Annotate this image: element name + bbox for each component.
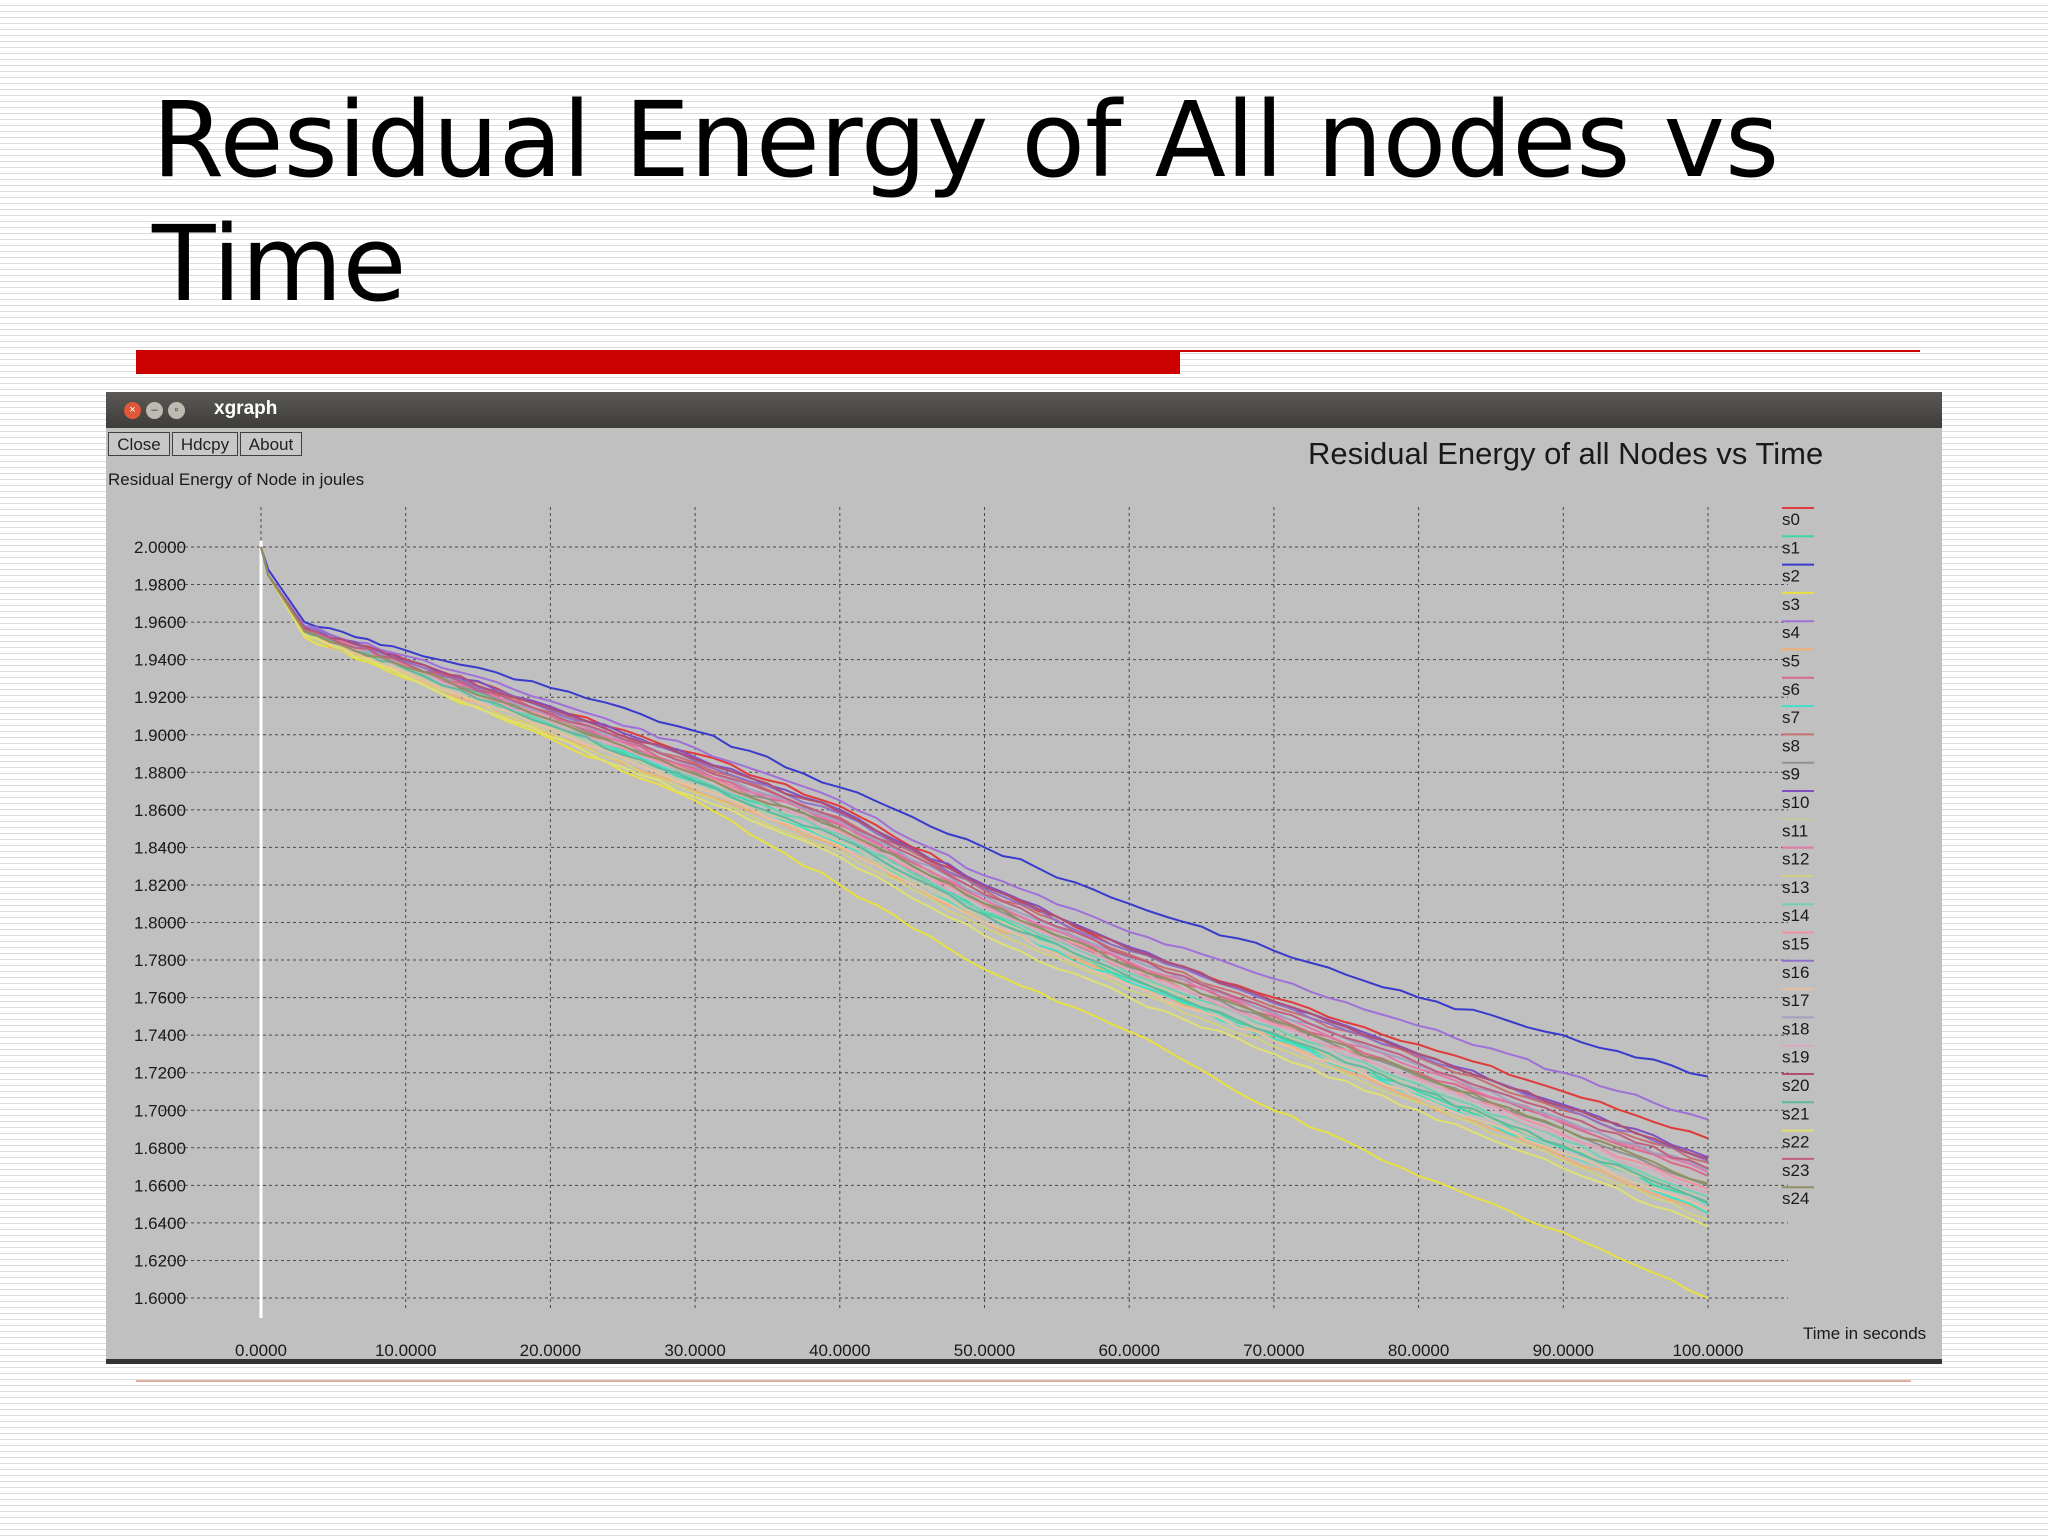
y-tick-label: 1.9600 xyxy=(134,613,186,632)
y-tick-label: 1.7600 xyxy=(134,989,186,1008)
legend-label-s3: s3 xyxy=(1782,595,1800,614)
legend-label-s18: s18 xyxy=(1782,1019,1809,1038)
x-tick-label: 100.0000 xyxy=(1673,1341,1744,1360)
y-tick-label: 1.6200 xyxy=(134,1251,186,1270)
y-tick-label: 1.6600 xyxy=(134,1176,186,1195)
slide-title: Residual Energy of All nodes vs Time xyxy=(152,79,1780,325)
close-icon[interactable]: × xyxy=(124,402,141,419)
legend-label-s14: s14 xyxy=(1782,906,1809,925)
legend-label-s11: s11 xyxy=(1782,821,1808,840)
series-line-s17 xyxy=(260,546,1709,1211)
chart-title: Residual Energy of all Nodes vs Time xyxy=(1308,436,1824,471)
series-line-s23 xyxy=(260,546,1709,1170)
legend-label-s13: s13 xyxy=(1782,878,1809,897)
y-tick-label: 1.8400 xyxy=(134,838,186,857)
series-line-s14 xyxy=(260,546,1709,1198)
legend-label-s16: s16 xyxy=(1782,963,1809,982)
maximize-icon[interactable]: ▫ xyxy=(168,402,185,419)
legend-label-s21: s21 xyxy=(1782,1104,1809,1123)
y-tick-label: 1.7200 xyxy=(134,1064,186,1083)
legend-label-s7: s7 xyxy=(1782,708,1800,727)
hardcopy-button[interactable]: Hdcpy xyxy=(172,432,238,456)
legend-label-s24: s24 xyxy=(1782,1189,1809,1208)
x-tick-label: 70.0000 xyxy=(1243,1341,1304,1360)
series-line-s4 xyxy=(260,546,1709,1121)
y-tick-label: 1.9000 xyxy=(134,726,186,745)
series-line-s13 xyxy=(260,546,1709,1221)
x-tick-label: 50.0000 xyxy=(954,1341,1015,1360)
minimize-icon[interactable]: – xyxy=(146,402,163,419)
legend-label-s12: s12 xyxy=(1782,850,1809,869)
series-line-s10 xyxy=(260,546,1709,1159)
close-button[interactable]: Close xyxy=(108,432,170,456)
series-line-s21 xyxy=(260,546,1709,1204)
bottom-rule xyxy=(136,1380,1911,1382)
y-tick-label: 1.9200 xyxy=(134,688,186,707)
about-button[interactable]: About xyxy=(240,432,302,456)
window-titlebar: × – ▫ xgraph xyxy=(106,392,1942,428)
plot-area: 2.0000 1.9800 1.9600 1.9400 1.9200 1.9000 1.88… xyxy=(134,507,1926,1360)
legend-label-s23: s23 xyxy=(1782,1161,1809,1180)
window-title: xgraph xyxy=(214,398,278,419)
y-tick-label: 1.6800 xyxy=(134,1139,186,1158)
legend-label-s5: s5 xyxy=(1782,652,1800,671)
y-tick-label: 1.8200 xyxy=(134,876,186,895)
legend-label-s19: s19 xyxy=(1782,1048,1809,1067)
y-tick-label: 1.7000 xyxy=(134,1101,186,1120)
legend-label-s4: s4 xyxy=(1782,623,1800,642)
series-line-s8 xyxy=(260,546,1709,1164)
legend-label-s8: s8 xyxy=(1782,736,1800,755)
title-underline-thin xyxy=(1180,350,1920,352)
x-tick-label: 60.0000 xyxy=(1098,1341,1159,1360)
x-tick-label: 90.0000 xyxy=(1533,1341,1594,1360)
legend-label-s2: s2 xyxy=(1782,567,1800,586)
x-tick-label: 10.0000 xyxy=(375,1341,436,1360)
y-tick-label: 1.6000 xyxy=(134,1289,186,1308)
series-line-s19 xyxy=(260,546,1709,1194)
x-tick-label: 30.0000 xyxy=(664,1341,725,1360)
y-tick-label: 2.0000 xyxy=(134,538,186,557)
x-tick-label: 0.0000 xyxy=(235,1341,287,1360)
legend-label-s1: s1 xyxy=(1782,538,1800,557)
y-tick-label: 1.9400 xyxy=(134,651,186,670)
x-tick-label: 80.0000 xyxy=(1388,1341,1449,1360)
y-tick-label: 1.8000 xyxy=(134,914,186,933)
window-bottom-border xyxy=(106,1359,1942,1364)
y-axis-label: Residual Energy of Node in joules xyxy=(108,470,365,489)
series-line-s2 xyxy=(260,546,1709,1078)
y-tick-label: 1.7400 xyxy=(134,1026,186,1045)
x-axis-label: Time in seconds xyxy=(1803,1324,1926,1343)
title-underline-thick xyxy=(136,350,1180,374)
legend-label-s10: s10 xyxy=(1782,793,1809,812)
legend-label-s9: s9 xyxy=(1782,765,1800,784)
series-line-s24 xyxy=(260,546,1709,1185)
xgraph-window: × – ▫ xgraph Close Hdcpy About Residual … xyxy=(106,392,1942,1364)
legend-label-s22: s22 xyxy=(1782,1133,1809,1152)
legend-label-s20: s20 xyxy=(1782,1076,1809,1095)
legend-label-s0: s0 xyxy=(1782,510,1800,529)
y-tick-label: 1.7800 xyxy=(134,951,186,970)
legend-label-s6: s6 xyxy=(1782,680,1800,699)
legend-label-s17: s17 xyxy=(1782,991,1809,1010)
y-tick-label: 1.8600 xyxy=(134,801,186,820)
y-tick-label: 1.6400 xyxy=(134,1214,186,1233)
series-line-s22 xyxy=(260,546,1709,1228)
series-line-s12 xyxy=(260,546,1709,1174)
y-tick-label: 1.9800 xyxy=(134,576,186,595)
y-tick-label: 1.8800 xyxy=(134,763,186,782)
legend-label-s15: s15 xyxy=(1782,935,1809,954)
x-tick-label: 40.0000 xyxy=(809,1341,870,1360)
x-tick-label: 20.0000 xyxy=(520,1341,581,1360)
